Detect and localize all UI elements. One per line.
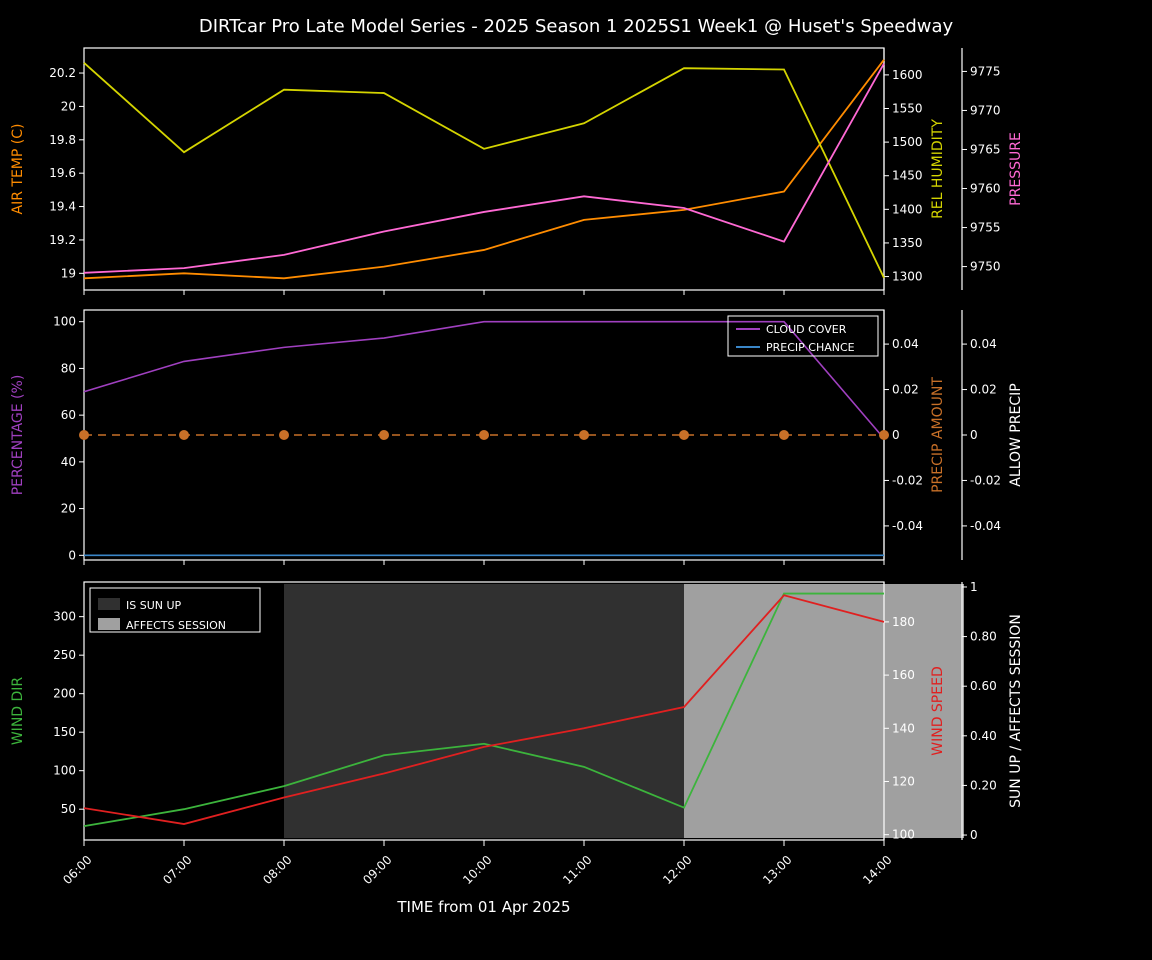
svg-text:IS SUN UP: IS SUN UP: [126, 599, 182, 612]
svg-text:150: 150: [53, 725, 76, 739]
svg-text:0.04: 0.04: [892, 337, 919, 351]
svg-text:-0.04: -0.04: [970, 519, 1001, 533]
svg-text:PRESSURE: PRESSURE: [1008, 132, 1024, 206]
svg-text:DIRTcar Pro Late Model Series: DIRTcar Pro Late Model Series - 2025 Sea…: [199, 16, 954, 37]
svg-text:PERCENTAGE (%): PERCENTAGE (%): [10, 375, 26, 496]
svg-text:-0.04: -0.04: [892, 519, 923, 533]
weather-chart: DIRTcar Pro Late Model Series - 2025 Sea…: [0, 0, 1152, 960]
svg-text:0.20: 0.20: [970, 778, 997, 792]
svg-text:1450: 1450: [892, 169, 923, 183]
svg-text:PRECIP CHANCE: PRECIP CHANCE: [766, 341, 855, 354]
svg-text:9765: 9765: [970, 142, 1001, 156]
svg-text:TIME from 01 Apr 2025: TIME from 01 Apr 2025: [396, 898, 570, 916]
svg-text:1600: 1600: [892, 68, 923, 82]
svg-text:1500: 1500: [892, 135, 923, 149]
svg-text:160: 160: [892, 668, 915, 682]
svg-text:AIR TEMP (C): AIR TEMP (C): [10, 124, 26, 215]
svg-text:0: 0: [68, 548, 76, 562]
svg-text:0.02: 0.02: [892, 383, 919, 397]
svg-text:19.4: 19.4: [49, 200, 76, 214]
svg-text:20: 20: [61, 99, 76, 113]
svg-text:ALLOW PRECIP: ALLOW PRECIP: [1008, 383, 1024, 486]
svg-text:40: 40: [61, 455, 76, 469]
svg-text:CLOUD COVER: CLOUD COVER: [766, 323, 847, 336]
svg-text:180: 180: [892, 615, 915, 629]
svg-text:0.40: 0.40: [970, 729, 997, 743]
svg-text:9775: 9775: [970, 64, 1001, 78]
svg-text:100: 100: [892, 828, 915, 842]
svg-text:PRECIP AMOUNT: PRECIP AMOUNT: [930, 377, 946, 493]
svg-text:60: 60: [61, 408, 76, 422]
svg-text:100: 100: [53, 315, 76, 329]
svg-text:20: 20: [61, 502, 76, 516]
svg-text:1400: 1400: [892, 202, 923, 216]
svg-text:WIND SPEED: WIND SPEED: [930, 666, 946, 755]
svg-text:20.2: 20.2: [49, 66, 76, 80]
svg-text:-0.02: -0.02: [892, 473, 923, 487]
svg-text:300: 300: [53, 610, 76, 624]
svg-text:100: 100: [53, 764, 76, 778]
svg-text:0: 0: [970, 428, 978, 442]
svg-text:80: 80: [61, 361, 76, 375]
svg-text:19.2: 19.2: [49, 233, 76, 247]
svg-text:0: 0: [970, 828, 978, 842]
svg-text:19.6: 19.6: [49, 166, 76, 180]
svg-text:9750: 9750: [970, 260, 1001, 274]
svg-text:1350: 1350: [892, 236, 923, 250]
svg-text:19.8: 19.8: [49, 133, 76, 147]
svg-text:REL HUMIDITY: REL HUMIDITY: [930, 119, 946, 219]
svg-text:SUN UP / AFFECTS SESSION: SUN UP / AFFECTS SESSION: [1008, 614, 1024, 808]
svg-text:WIND DIR: WIND DIR: [10, 677, 26, 746]
svg-text:0: 0: [892, 428, 900, 442]
svg-text:50: 50: [61, 802, 76, 816]
svg-text:1300: 1300: [892, 270, 923, 284]
svg-text:120: 120: [892, 774, 915, 788]
svg-text:19: 19: [61, 266, 76, 280]
svg-text:AFFECTS SESSION: AFFECTS SESSION: [126, 619, 226, 632]
svg-text:0.60: 0.60: [970, 679, 997, 693]
svg-text:9760: 9760: [970, 182, 1001, 196]
svg-text:1: 1: [970, 580, 978, 594]
svg-text:1550: 1550: [892, 102, 923, 116]
svg-text:140: 140: [892, 721, 915, 735]
svg-text:0.02: 0.02: [970, 383, 997, 397]
svg-text:200: 200: [53, 687, 76, 701]
svg-text:-0.02: -0.02: [970, 473, 1001, 487]
svg-text:0.04: 0.04: [970, 337, 997, 351]
svg-text:9770: 9770: [970, 103, 1001, 117]
svg-text:250: 250: [53, 648, 76, 662]
svg-text:0.80: 0.80: [970, 630, 997, 644]
svg-text:9755: 9755: [970, 221, 1001, 235]
